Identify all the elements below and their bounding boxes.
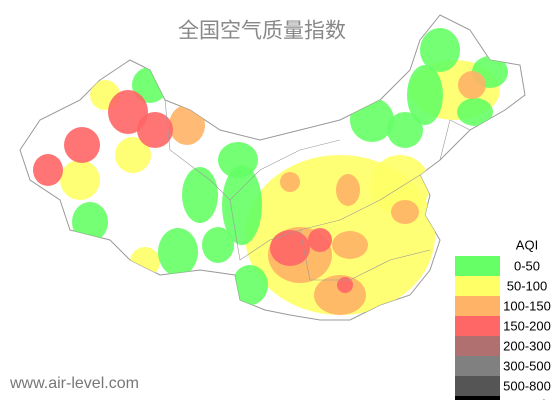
aqi-blob <box>407 65 443 125</box>
legend-label: 50-100 <box>507 278 547 293</box>
legend-label-bg <box>500 396 555 400</box>
aqi-blob <box>137 112 173 148</box>
legend-swatch <box>455 316 500 336</box>
aqi-blob <box>182 167 218 223</box>
legend-label: 150-200 <box>503 318 551 333</box>
legend-label: 300-500 <box>503 358 551 373</box>
aqi-blob <box>72 202 108 242</box>
legend-label-bg <box>500 316 555 336</box>
aqi-blob <box>308 228 332 252</box>
legend-swatch <box>455 296 500 316</box>
legend-label-bg <box>500 256 555 276</box>
legend-label: 0-50 <box>514 258 540 273</box>
aqi-blob <box>169 105 205 145</box>
aqi-blob <box>202 227 234 263</box>
aqi-blob <box>222 165 262 245</box>
legend-swatch <box>455 376 500 396</box>
aqi-blob <box>108 90 148 134</box>
legend: AQI 0-50 50-100 100-150 150-200 200-300 300-5… <box>455 237 555 400</box>
legend-label-bg <box>500 276 555 296</box>
aqi-blobs <box>33 28 508 315</box>
aqi-blob <box>232 265 268 305</box>
legend-label-bg <box>500 336 555 356</box>
aqi-blob <box>60 160 100 200</box>
legend-label-bg <box>500 376 555 396</box>
legend-swatch <box>455 336 500 356</box>
aqi-blob <box>158 228 198 276</box>
aqi-blob <box>387 112 423 148</box>
legend-label-bg <box>500 296 555 316</box>
aqi-blob <box>332 231 368 259</box>
aqi-blob <box>33 154 63 186</box>
aqi-blob <box>115 137 151 173</box>
legend-label: 800以上 <box>503 398 551 400</box>
legend-swatch <box>455 256 500 276</box>
aqi-blob <box>64 127 100 163</box>
aqi-blob <box>391 200 419 224</box>
aqi-blob <box>420 28 460 72</box>
aqi-blob <box>337 277 353 293</box>
aqi-blob <box>270 230 310 266</box>
legend-label: 100-150 <box>503 298 551 313</box>
aqi-blob <box>370 155 430 215</box>
legend-label-bg <box>500 356 555 376</box>
aqi-blob <box>218 142 258 178</box>
aqi-blob <box>280 172 300 192</box>
province-borders <box>164 99 471 281</box>
legend-swatch <box>455 356 500 376</box>
legend-swatch <box>455 276 500 296</box>
aqi-blob <box>336 174 360 206</box>
map-title: 全国空气质量指数 <box>178 20 346 43</box>
watermark: www.air-level.com <box>9 375 139 392</box>
legend-title: AQI <box>516 237 538 252</box>
legend-label: 500-800 <box>503 378 551 393</box>
aqi-blob <box>457 98 493 126</box>
legend-label: 200-300 <box>503 338 551 353</box>
aqi-blob <box>458 71 486 99</box>
legend-swatch <box>455 396 500 400</box>
